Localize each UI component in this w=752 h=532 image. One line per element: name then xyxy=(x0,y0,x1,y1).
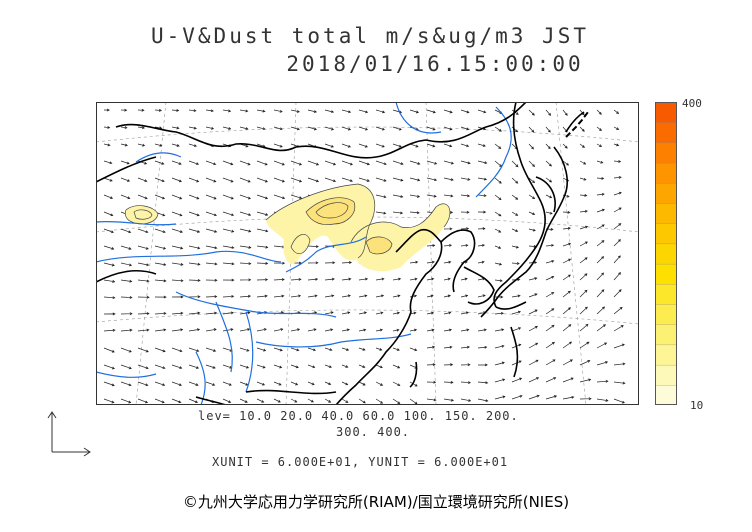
colorbar-cell xyxy=(655,162,677,184)
colorbar-min-label: 10 xyxy=(690,399,704,412)
dust-wind-map xyxy=(96,102,639,405)
colorbar-cell xyxy=(655,324,677,346)
vector-units: XUNIT = 6.000E+01, YUNIT = 6.000E+01 xyxy=(212,455,509,469)
contour-levels-line2: 300. 400. xyxy=(336,425,411,439)
colorbar-cell xyxy=(655,303,677,325)
colorbar-cell xyxy=(655,202,677,224)
dust-contours xyxy=(124,183,451,259)
rivers xyxy=(96,102,512,405)
contour-levels-line1: lev= 10.0 20.0 40.0 60.0 100. 150. 200. xyxy=(198,409,519,423)
colorbar xyxy=(655,102,677,405)
coastlines xyxy=(96,102,556,405)
sakhalin-island xyxy=(565,111,589,138)
colorbar-cell xyxy=(655,263,677,285)
title-datetime: 2018/01/16.15:00:00 xyxy=(286,52,584,76)
japan-archipelago xyxy=(480,111,585,318)
colorbar-cell xyxy=(655,384,677,405)
colorbar-cell xyxy=(655,122,677,144)
title-variable: U-V&Dust total m/s&ug/m3 JST xyxy=(150,24,589,48)
colorbar-cell xyxy=(655,182,677,204)
colorbar-cell xyxy=(655,364,677,386)
colorbar-cell xyxy=(655,223,677,245)
colorbar-cell xyxy=(655,283,677,305)
reference-vector-icon xyxy=(47,411,91,457)
colorbar-max-label: 400 xyxy=(682,97,702,110)
colorbar-cell xyxy=(655,142,677,164)
colorbar-cell xyxy=(655,344,677,366)
colorbar-cell xyxy=(655,102,677,123)
copyright-credit: ©九州大学応用力学研究所(RIAM)/国立環境研究所(NIES) xyxy=(182,493,570,511)
wind-vector-field xyxy=(103,108,626,405)
colorbar-cell xyxy=(655,243,677,265)
